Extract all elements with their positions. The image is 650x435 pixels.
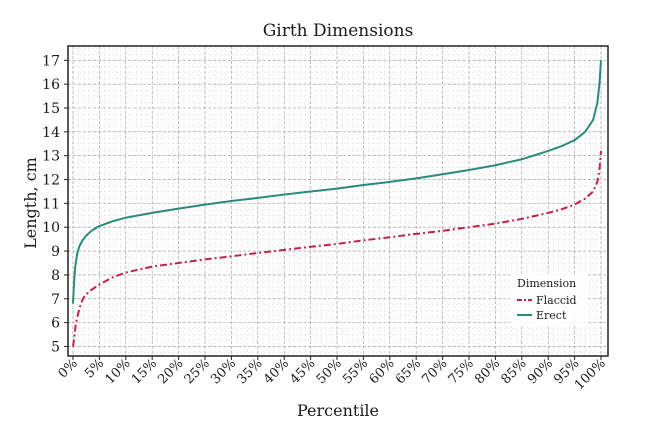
legend-label-flaccid: Flaccid	[536, 294, 577, 307]
x-tick-label: 10%	[103, 356, 134, 387]
x-tick-label: 75%	[446, 356, 477, 387]
x-tick-label: 45%	[287, 356, 318, 387]
legend-title: Dimension	[517, 277, 576, 290]
x-tick-label: 30%	[208, 356, 239, 387]
chart-title: Girth Dimensions	[263, 21, 414, 41]
y-axis-ticks: 5 6 7 8 9 10 11 12 13 14 15 16 17	[42, 53, 68, 355]
x-axis-title: Percentile	[297, 401, 379, 420]
x-tick-label: 15%	[129, 356, 160, 387]
y-tick-label: 17	[42, 53, 60, 69]
x-tick-label: 80%	[472, 356, 503, 387]
y-tick-label: 8	[51, 268, 60, 284]
y-tick-label: 7	[51, 292, 60, 308]
y-tick-label: 9	[51, 244, 60, 260]
major-gridlines	[68, 46, 608, 356]
y-axis-title: Length, cm	[21, 157, 40, 249]
y-tick-label: 14	[42, 125, 60, 141]
legend-label-erect: Erect	[536, 309, 567, 322]
x-tick-label: 0%	[56, 356, 81, 381]
x-tick-label: 40%	[261, 356, 292, 387]
x-tick-label: 85%	[499, 356, 530, 387]
x-tick-label: 60%	[367, 356, 398, 387]
series-line-erect	[72, 60, 602, 304]
y-tick-label: 11	[42, 196, 60, 212]
series-line-flaccid	[72, 150, 602, 347]
y-tick-label: 13	[42, 149, 60, 165]
x-axis-ticks: 0% 5%10%15%20%25%30%35%40%45%50%55%60%65%…	[56, 356, 609, 393]
x-tick-label: 70%	[419, 356, 450, 387]
x-tick-label: 35%	[235, 356, 266, 387]
y-tick-label: 6	[51, 316, 60, 332]
x-tick-label: 55%	[340, 356, 371, 387]
x-tick-label: 100%	[572, 356, 609, 393]
series-lines	[72, 60, 602, 347]
y-tick-label: 12	[42, 173, 60, 189]
x-tick-label: 90%	[525, 356, 556, 387]
x-tick-label: 25%	[182, 356, 213, 387]
x-tick-label: 65%	[393, 356, 424, 387]
x-tick-label: 20%	[155, 356, 186, 387]
y-tick-label: 5	[51, 339, 60, 355]
y-tick-label: 10	[42, 220, 60, 236]
y-tick-label: 15	[42, 101, 60, 117]
legend: Dimension Flaccid Erect	[510, 274, 588, 324]
x-tick-label: 50%	[314, 356, 345, 387]
y-tick-label: 16	[42, 77, 60, 93]
plot-frame	[67, 45, 609, 357]
